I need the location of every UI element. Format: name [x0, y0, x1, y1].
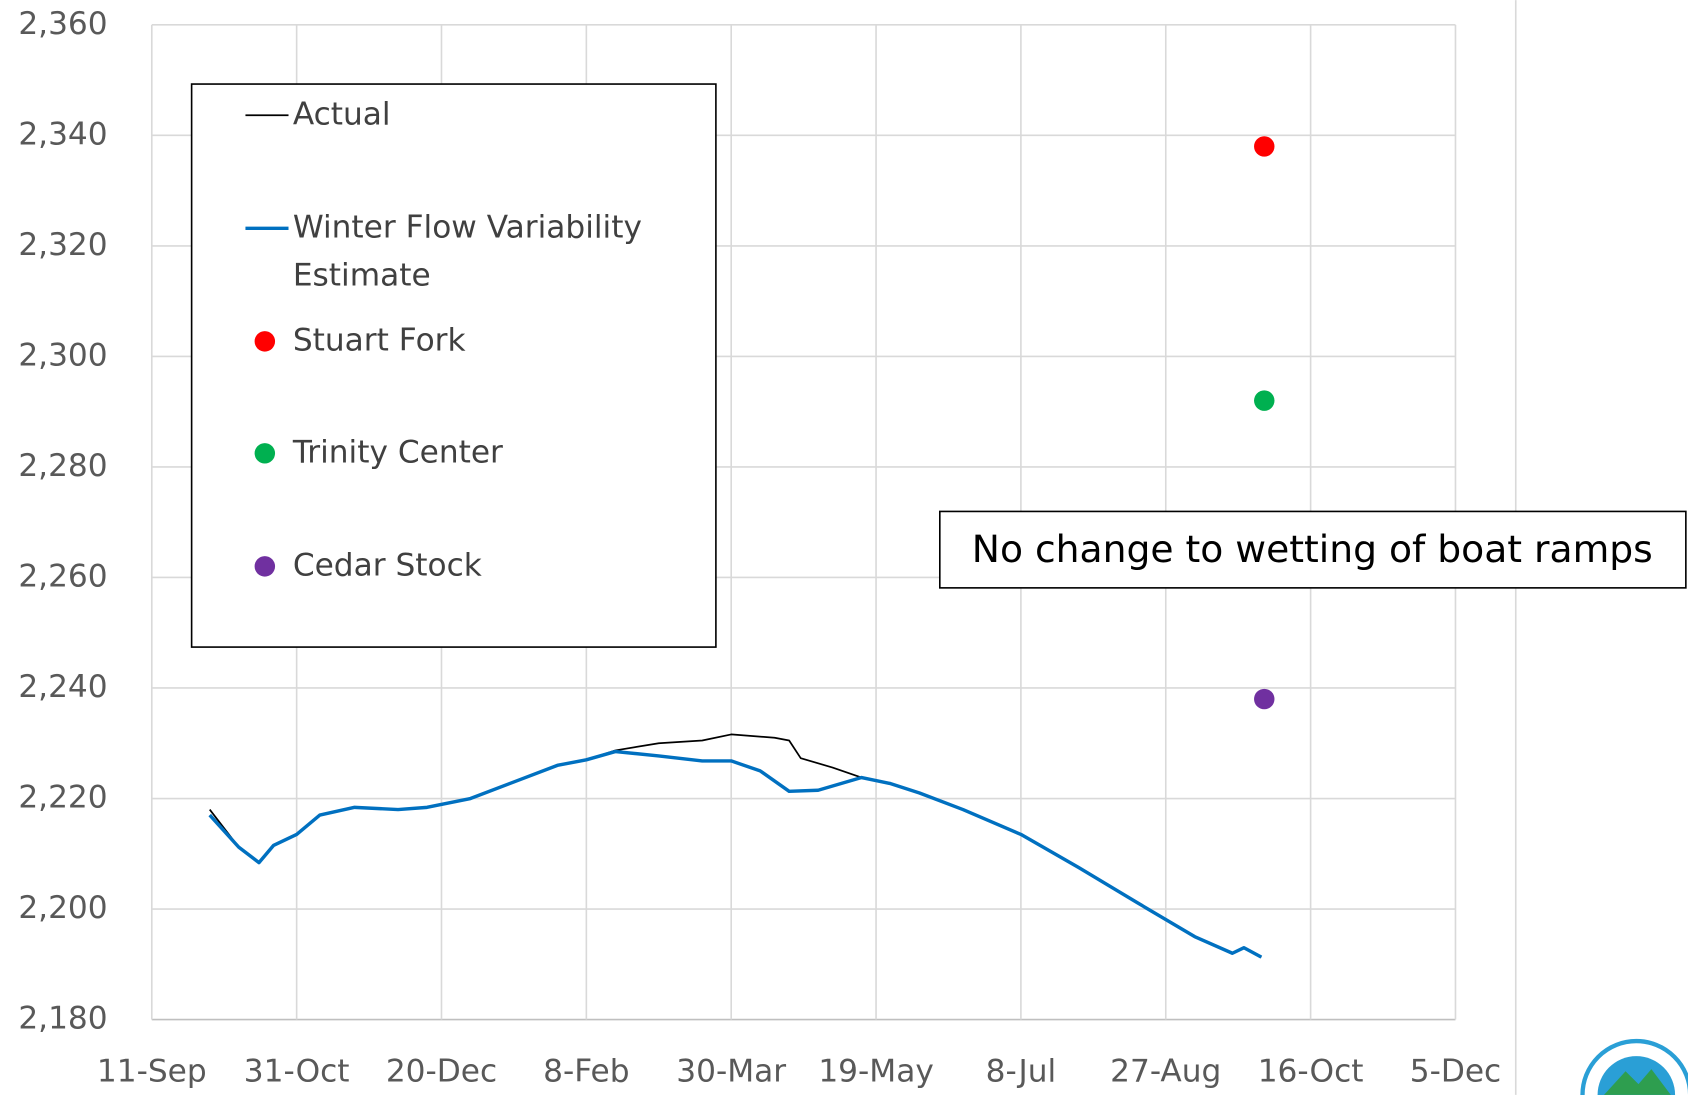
y-tick-label: 2,240 [18, 669, 107, 705]
y-tick-label: 2,280 [18, 448, 107, 484]
series-line [210, 752, 1262, 958]
logo [1583, 1041, 1688, 1095]
y-tick-label: 2,220 [18, 780, 107, 816]
x-tick-label: 31-Oct [244, 1053, 350, 1089]
legend-label: Actual [293, 96, 391, 132]
x-tick-label: 19-May [818, 1053, 933, 1089]
y-tick-label: 2,360 [18, 6, 107, 42]
x-tick-label: 5-Dec [1410, 1053, 1502, 1089]
y-tick-label: 2,200 [18, 890, 107, 926]
x-tick-label: 8-Jul [986, 1053, 1057, 1089]
y-tick-label: 2,300 [18, 337, 107, 373]
y-tick-label: 2,340 [18, 116, 107, 152]
y-tick-label: 2,260 [18, 558, 107, 594]
series-line [210, 734, 1262, 957]
x-tick-label: 30-Mar [676, 1053, 786, 1089]
annotation: No change to wetting of boat ramps [972, 527, 1653, 571]
legend-label: Cedar Stock [293, 547, 482, 583]
legend-swatch [255, 443, 275, 463]
y-tick-label: 2,180 [18, 1001, 107, 1037]
x-tick-label: 11-Sep [97, 1053, 207, 1089]
legend-swatch [255, 331, 275, 351]
series-marker [1254, 390, 1274, 410]
x-tick-label: 27-Aug [1110, 1053, 1221, 1089]
legend-label: Trinity Center [292, 434, 503, 470]
series-marker [1254, 136, 1274, 156]
series-marker [1254, 689, 1274, 709]
x-tick-label: 16-Oct [1258, 1053, 1364, 1089]
legend-label: Stuart Fork [293, 322, 466, 358]
x-tick-label: 8-Feb [543, 1053, 629, 1089]
y-tick-label: 2,320 [18, 227, 107, 263]
legend-swatch [255, 556, 275, 576]
x-tick-label: 20-Dec [386, 1053, 497, 1089]
